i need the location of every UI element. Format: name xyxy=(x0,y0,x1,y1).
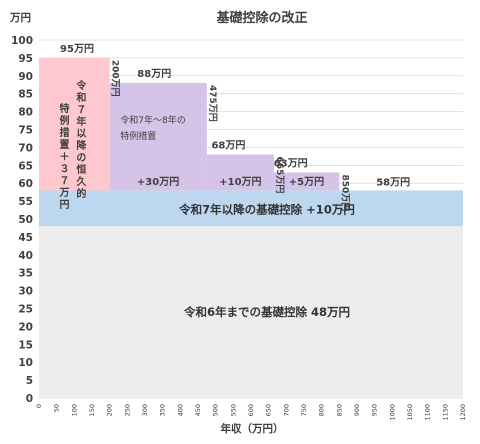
x-tick-label: 550 xyxy=(229,404,237,416)
y-tick-label: 45 xyxy=(18,232,33,244)
x-tick-label: 500 xyxy=(212,404,220,416)
boundary-label: 475万円 xyxy=(207,85,218,122)
x-tick-label: 600 xyxy=(247,404,255,416)
band-label: 令和7年以降の基礎控除 +10万円 xyxy=(178,202,355,216)
area-layers xyxy=(39,57,463,398)
permanent-label-char: 置 xyxy=(59,139,69,151)
boundary-label: 665万円 xyxy=(274,157,285,194)
x-tick-label: 0 xyxy=(35,404,43,408)
permanent-label-char: の xyxy=(76,153,86,164)
special-measure-segment xyxy=(206,154,274,191)
special-increment-label: +30万円 xyxy=(137,176,179,188)
permanent-label-char: 久 xyxy=(75,175,87,188)
permanent-label-char: ３ xyxy=(59,163,69,175)
total-value-label: 88万円 xyxy=(137,68,171,80)
y-axis-label: 万円 xyxy=(9,12,31,24)
permanent-label-char: 恒 xyxy=(76,163,86,176)
y-tick-label: 90 xyxy=(18,71,33,83)
total-value-label: 68万円 xyxy=(211,140,245,152)
permanent-label-char: 和 xyxy=(75,91,86,104)
x-tick-label: 250 xyxy=(123,404,131,416)
permanent-label-char: ７ xyxy=(76,104,86,116)
x-tick-label: 150 xyxy=(88,404,96,416)
x-tick-label: 800 xyxy=(318,404,326,416)
special-label-line: 令和7年～8年の xyxy=(120,114,185,126)
permanent-label-char: 的 xyxy=(76,187,86,200)
tick-labels: 0 5 10 15 20 25 30 35 40 45 50 55 60 65 70 75 80 85 90 95 10… xyxy=(11,35,467,421)
special-measure-segment xyxy=(109,82,207,191)
y-tick-label: 70 xyxy=(18,142,33,154)
y-tick-label: 40 xyxy=(18,250,33,262)
x-tick-label: 400 xyxy=(176,404,184,416)
permanent-label-char: 特 xyxy=(59,102,69,115)
x-tick-label: 1150 xyxy=(441,404,449,421)
special-increment-label: +10万円 xyxy=(219,176,261,188)
chart-title: 基礎控除の改正 xyxy=(215,10,307,26)
permanent-label-char: 降 xyxy=(76,139,87,152)
x-tick-label: 50 xyxy=(53,404,61,412)
y-tick-label: 55 xyxy=(18,196,33,208)
total-value-label: 95万円 xyxy=(60,43,94,55)
x-tick-label: 1050 xyxy=(406,404,414,421)
x-tick-label: 100 xyxy=(70,404,78,416)
y-tick-label: 85 xyxy=(18,89,33,101)
permanent-label-char: 以 xyxy=(76,128,86,140)
y-tick-label: 75 xyxy=(18,125,33,137)
y-tick-label: 60 xyxy=(18,178,33,190)
boundary-label: 850万円 xyxy=(339,174,350,211)
y-tick-label: 30 xyxy=(18,286,33,298)
base-label: 令和6年までの基礎控除 48万円 xyxy=(183,305,350,319)
permanent-label-char: 万 xyxy=(58,187,69,199)
permanent-label-char: ７ xyxy=(59,175,69,187)
x-tick-label: 900 xyxy=(353,404,361,416)
permanent-label-char: 年 xyxy=(76,115,86,128)
base-deduction-area xyxy=(39,226,463,398)
y-tick-label: 20 xyxy=(18,321,33,333)
x-tick-label: 850 xyxy=(335,404,343,416)
x-tick-label: 1200 xyxy=(459,404,467,421)
permanent-label-char: 令 xyxy=(75,79,87,92)
total-value-label: 58万円 xyxy=(376,176,410,188)
y-tick-label: 95 xyxy=(18,53,33,65)
y-tick-label: 65 xyxy=(18,160,33,172)
x-axis-label: 年収（万円） xyxy=(221,422,284,435)
data-labels: 95万円 88万円 68万円 63万円 58万円 200万円 475万円 665万円 850万円… xyxy=(58,43,410,319)
y-tick-label: 5 xyxy=(26,375,33,387)
band-deduction-area xyxy=(39,190,463,227)
x-tick-label: 700 xyxy=(282,404,290,416)
permanent-label-char: ＋ xyxy=(59,151,69,163)
y-tick-label: 10 xyxy=(18,357,33,369)
y-tick-label: 0 xyxy=(26,393,33,405)
y-tick-label: 80 xyxy=(18,107,33,119)
permanent-special-area xyxy=(39,57,110,191)
special-increment-label: +5万円 xyxy=(289,176,324,188)
x-tick-label: 750 xyxy=(300,404,308,416)
special-measure-segment xyxy=(273,172,340,191)
special-label-line: 特例措置 xyxy=(120,130,156,142)
y-tick-label: 25 xyxy=(18,304,33,316)
y-tick-label: 15 xyxy=(18,339,33,351)
permanent-label-char: 措 xyxy=(59,126,69,139)
permanent-label-char: 円 xyxy=(59,199,69,211)
x-tick-label: 1000 xyxy=(388,404,396,421)
x-tick-label: 300 xyxy=(141,404,149,416)
y-tick-label: 50 xyxy=(18,214,33,226)
x-tick-label: 350 xyxy=(159,404,167,416)
x-tick-label: 200 xyxy=(106,404,114,416)
y-tick-label: 35 xyxy=(18,268,33,280)
x-tick-label: 650 xyxy=(265,404,273,416)
x-tick-label: 950 xyxy=(371,404,379,416)
permanent-label-char: 例 xyxy=(59,114,69,127)
y-tick-label: 100 xyxy=(11,35,33,47)
x-tick-label: 450 xyxy=(194,404,202,416)
boundary-label: 200万円 xyxy=(110,60,121,97)
x-tick-label: 1100 xyxy=(424,404,432,421)
total-value-label: 63万円 xyxy=(274,157,308,169)
